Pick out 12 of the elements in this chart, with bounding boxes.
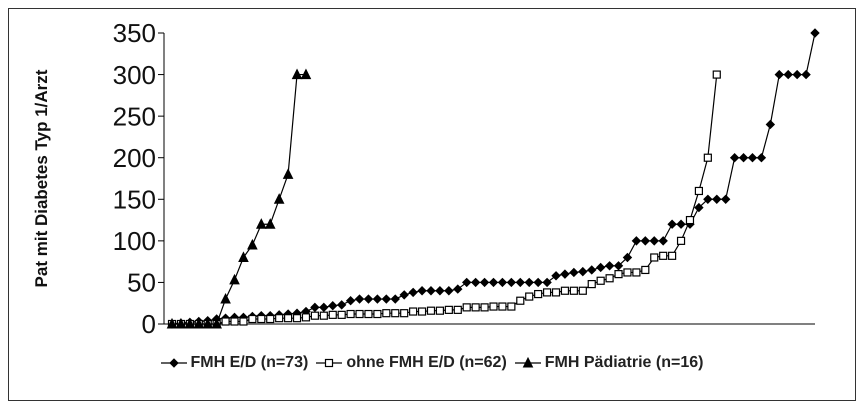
y-tick-label: 0 <box>142 309 156 340</box>
y-tick-label: 350 <box>112 18 156 48</box>
legend-label: ohne FMH E/D (n=62) <box>346 354 507 372</box>
y-tick-label: 250 <box>112 101 156 132</box>
y-tick-label: 300 <box>112 60 156 90</box>
y-tick-label: 200 <box>112 142 156 173</box>
y-tick-label: 150 <box>112 184 156 215</box>
y-tick-label: 100 <box>112 226 156 256</box>
legend-label: FMH E/D (n=73) <box>190 354 308 372</box>
y-tick-label: 50 <box>127 268 156 298</box>
legend-label: FMH Pädiatrie (n=16) <box>544 354 704 372</box>
y-axis-title: Pat mit Diabetes Typ 1/Arzt <box>32 69 52 288</box>
